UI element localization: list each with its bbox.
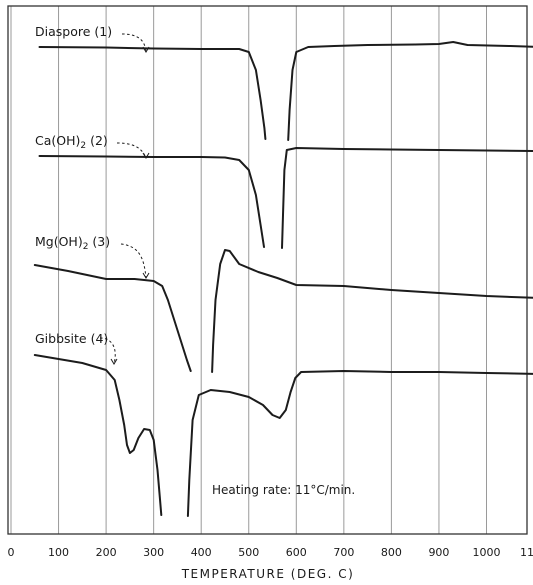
series-labels: Diaspore (1) Ca(OH)2 (2) Mg(OH)2 (3) Gibbsi… (35, 24, 112, 346)
label-leader-arrowhead-1 (142, 46, 150, 53)
x-tick-label: 400 (191, 546, 212, 559)
series-2-curve-segment (38, 155, 265, 248)
heating-rate-annotation: Heating rate: 11°C/min. (212, 483, 355, 497)
x-tick-label: 1100 (520, 546, 533, 559)
plot-frame (7, 5, 528, 535)
series-4-curve-segment (33, 354, 163, 516)
x-tick-label: 100 (48, 546, 69, 559)
series-4-curve-segment (186, 370, 533, 517)
series-3-curve-segment (211, 249, 533, 373)
curves (33, 41, 533, 517)
x-tick-label: 700 (333, 546, 354, 559)
label-leader-3 (120, 243, 147, 279)
x-tick-label: 500 (238, 546, 259, 559)
series-label-1: Diaspore (1) (35, 24, 112, 39)
series-1-curve-segment (287, 41, 533, 141)
x-tick-label: 200 (96, 546, 117, 559)
grid (10, 6, 487, 534)
series-label-3: Mg(OH)2 (3) (35, 234, 110, 252)
label-leader-1 (121, 33, 147, 53)
series-2-curve-segment (281, 147, 533, 249)
label-leader-arrowhead-3 (142, 272, 150, 279)
label-leaders (99, 33, 150, 365)
x-tick-label: 300 (143, 546, 164, 559)
series-label-2: Ca(OH)2 (2) (35, 133, 108, 151)
x-axis-title: TEMPERATURE (DEG. C) (181, 567, 355, 581)
x-tick-label: 800 (381, 546, 402, 559)
label-leader-arrowhead-2 (142, 152, 150, 159)
x-tick-label: 1000 (473, 546, 501, 559)
series-3-curve-segment (33, 264, 192, 372)
x-tick-label: 600 (286, 546, 307, 559)
series-label-4: Gibbsite (4) (35, 331, 108, 346)
x-tick-label: 900 (428, 546, 449, 559)
x-tick-label: 0 (8, 546, 15, 559)
x-tick-labels: 0 100 200 300 400 500 600 700 800 900 1000 1100 (8, 546, 533, 559)
label-leader-arrowhead-4 (110, 358, 118, 365)
label-leader-4 (99, 337, 116, 365)
series-1-curve-segment (38, 46, 267, 140)
